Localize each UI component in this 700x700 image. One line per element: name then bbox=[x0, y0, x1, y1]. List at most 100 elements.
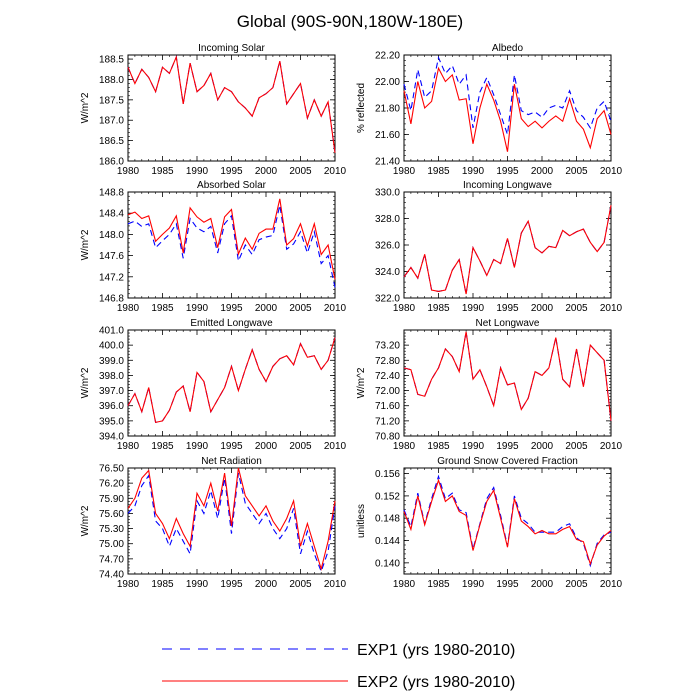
x-tick-label: 2005 bbox=[565, 166, 588, 177]
y-tick-label: 148.4 bbox=[99, 209, 124, 220]
y-tick-label: 75.90 bbox=[99, 494, 124, 505]
x-tick-label: 1995 bbox=[220, 441, 243, 452]
series-line-exp2 bbox=[127, 337, 336, 424]
y-tick-label: 186.5 bbox=[99, 136, 124, 147]
plot-frame bbox=[403, 467, 612, 575]
y-tick-label: 75.00 bbox=[99, 539, 124, 550]
series-line-exp2 bbox=[403, 331, 612, 421]
y-tick-label: 394.0 bbox=[99, 432, 124, 443]
x-tick-label: 2000 bbox=[531, 441, 554, 452]
y-axis-label: W/m^2 bbox=[80, 367, 91, 398]
chart-grid: Incoming Solar 186.0 186.5 187.0 187.5 188.0 1… bbox=[80, 43, 623, 590]
y-tick-label: 71.60 bbox=[375, 401, 400, 412]
x-tick-label: 1995 bbox=[496, 166, 519, 177]
x-tick-label: 2000 bbox=[531, 166, 554, 177]
y-tick-label: 76.50 bbox=[99, 464, 124, 475]
legend-label-2: EXP2 (yrs 1980-2010) bbox=[357, 674, 515, 691]
y-tick-label: 148.8 bbox=[99, 188, 124, 199]
x-tick-label: 1995 bbox=[496, 441, 519, 452]
y-tick-label: 322.0 bbox=[375, 294, 400, 305]
x-tick-label: 1990 bbox=[462, 441, 485, 452]
chart-panel: Incoming Solar 186.0 186.5 187.0 187.5 188.0 1… bbox=[80, 43, 347, 177]
x-tick-label: 1985 bbox=[151, 166, 174, 177]
y-tick-label: 187.0 bbox=[99, 116, 124, 127]
x-tick-label: 1985 bbox=[427, 579, 450, 590]
x-tick-label: 1985 bbox=[427, 166, 450, 177]
x-tick-label: 1995 bbox=[496, 579, 519, 590]
series-line-exp2 bbox=[403, 66, 612, 152]
x-tick-label: 2005 bbox=[289, 441, 312, 452]
x-tick-label: 1990 bbox=[186, 441, 209, 452]
y-tick-label: 324.0 bbox=[375, 267, 400, 278]
plot-frame bbox=[403, 329, 612, 437]
plot-frame bbox=[127, 54, 336, 162]
x-tick-label: 2010 bbox=[324, 441, 347, 452]
chart-panel: Emitted Longwave 394.0 395.0 396.0 397.0 398.… bbox=[80, 318, 347, 452]
x-tick-label: 2010 bbox=[600, 441, 623, 452]
y-tick-label: 22.20 bbox=[375, 51, 400, 62]
x-tick-label: 2000 bbox=[255, 579, 278, 590]
y-axis-label: W/m^2 bbox=[80, 229, 91, 260]
x-tick-label: 2005 bbox=[289, 303, 312, 314]
y-tick-label: 22.00 bbox=[375, 77, 400, 88]
y-axis-label: W/m^2 bbox=[80, 505, 91, 536]
plot-frame bbox=[127, 191, 336, 299]
plot-frame bbox=[403, 54, 612, 162]
x-tick-label: 2010 bbox=[324, 579, 347, 590]
chart-panel: Net Radiation 74.40 74.70 75.00 75.30 75.60 75… bbox=[80, 456, 347, 590]
chart-panel: Ground Snow Covered Fraction 0.140 0.144 0.… bbox=[356, 456, 623, 590]
chart-panel: Incoming Longwave 322.0 324.0 326.0 328.0 330… bbox=[375, 180, 623, 314]
y-tick-label: 401.0 bbox=[99, 326, 124, 337]
series-line-exp1 bbox=[403, 55, 612, 135]
y-tick-label: 186.0 bbox=[99, 157, 124, 168]
x-tick-label: 2000 bbox=[531, 579, 554, 590]
panel-title: Net Longwave bbox=[476, 318, 540, 329]
series-line-exp1 bbox=[127, 55, 336, 153]
panel-title: Albedo bbox=[492, 43, 524, 54]
x-tick-label: 1995 bbox=[220, 579, 243, 590]
legend-label-1: EXP1 (yrs 1980-2010) bbox=[357, 642, 515, 659]
panel-title: Net Radiation bbox=[201, 456, 262, 467]
x-tick-label: 2005 bbox=[289, 579, 312, 590]
x-tick-label: 2000 bbox=[255, 303, 278, 314]
y-tick-label: 74.70 bbox=[99, 554, 124, 565]
x-tick-label: 1985 bbox=[151, 579, 174, 590]
x-tick-label: 2000 bbox=[531, 303, 554, 314]
y-tick-label: 73.20 bbox=[375, 341, 400, 352]
y-tick-label: 21.60 bbox=[375, 130, 400, 141]
y-tick-label: 21.40 bbox=[375, 157, 400, 168]
y-tick-label: 72.80 bbox=[375, 356, 400, 367]
panel-title: Incoming Longwave bbox=[463, 180, 552, 191]
y-tick-label: 188.5 bbox=[99, 55, 124, 66]
y-tick-label: 0.152 bbox=[375, 491, 400, 502]
series-line-exp1 bbox=[403, 205, 612, 295]
x-tick-label: 1980 bbox=[117, 303, 140, 314]
x-tick-label: 2005 bbox=[565, 303, 588, 314]
series-line-exp2 bbox=[403, 478, 612, 566]
y-tick-label: 0.148 bbox=[375, 514, 400, 525]
y-tick-label: 0.140 bbox=[375, 558, 400, 569]
x-tick-label: 1990 bbox=[186, 579, 209, 590]
x-tick-label: 1990 bbox=[186, 303, 209, 314]
y-tick-label: 326.0 bbox=[375, 241, 400, 252]
panel-title: Absorbed Solar bbox=[197, 180, 267, 191]
series-line-exp1 bbox=[403, 331, 612, 421]
x-tick-label: 1995 bbox=[496, 303, 519, 314]
y-tick-label: 72.40 bbox=[375, 371, 400, 382]
x-tick-label: 1990 bbox=[462, 579, 485, 590]
y-tick-label: 397.0 bbox=[99, 386, 124, 397]
series-line-exp2 bbox=[403, 205, 612, 295]
plot-frame bbox=[127, 467, 336, 575]
x-tick-label: 1990 bbox=[462, 303, 485, 314]
y-tick-label: 395.0 bbox=[99, 416, 124, 427]
y-tick-label: 147.2 bbox=[99, 272, 124, 283]
panel-title: Emitted Longwave bbox=[190, 318, 273, 329]
y-tick-label: 148.0 bbox=[99, 230, 124, 241]
y-tick-label: 146.8 bbox=[99, 294, 124, 305]
series-line-exp2 bbox=[127, 467, 336, 572]
y-tick-label: 74.40 bbox=[99, 570, 124, 581]
x-tick-label: 2010 bbox=[600, 166, 623, 177]
x-tick-label: 1995 bbox=[220, 303, 243, 314]
chart-panel: Albedo 21.40 21.60 21.80 22.00 22.20 1980 1985 1… bbox=[356, 43, 623, 177]
chart-panel: Net Longwave 70.80 71.20 71.60 72.00 72.40 72.… bbox=[356, 318, 623, 452]
